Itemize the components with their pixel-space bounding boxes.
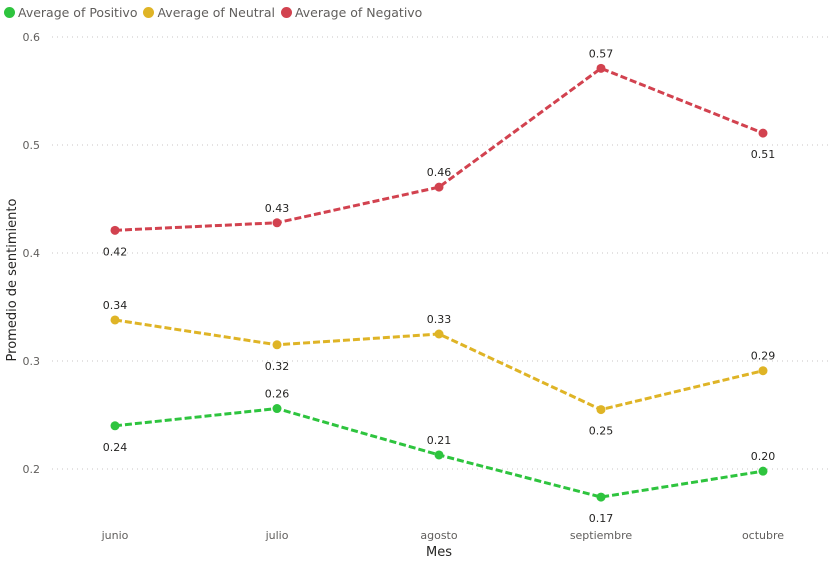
data-point [110, 315, 120, 325]
legend-item[interactable]: Average of Neutral [143, 5, 275, 20]
legend-item[interactable]: Average of Positivo [4, 5, 137, 20]
series-line [114, 66, 764, 232]
legend-item[interactable]: Average of Negativo [280, 5, 423, 20]
legend-swatch-icon [143, 7, 155, 18]
data-point [758, 466, 768, 476]
y-tick-label: 0.4 [23, 247, 41, 260]
data-point [110, 225, 120, 235]
legend-swatch-icon [280, 7, 292, 18]
x-axis-title: Mes [426, 545, 452, 560]
data-point [272, 404, 282, 414]
series-group: 0.34 0.32 0.33 0.25 0.29 [103, 299, 776, 438]
data-label: 0.25 [589, 425, 614, 438]
chart-legend: Average of Positivo Average of Neutral Ave… [4, 5, 428, 20]
y-tick-label: 0.3 [23, 355, 41, 368]
data-point [434, 182, 444, 192]
data-point [272, 340, 282, 350]
x-tick-label: agosto [420, 529, 457, 542]
data-point [272, 218, 282, 228]
data-point [596, 492, 606, 502]
data-label: 0.57 [589, 47, 614, 60]
data-label: 0.51 [751, 148, 776, 161]
x-tick-label: septiembre [570, 529, 633, 542]
x-tick-label: julio [265, 529, 289, 542]
data-point [596, 63, 606, 73]
data-label: 0.32 [265, 360, 290, 373]
y-tick-label: 0.2 [23, 463, 41, 476]
y-tick-label: 0.6 [23, 31, 41, 44]
data-label: 0.43 [265, 202, 290, 215]
legend-label: Average of Negativo [294, 5, 423, 20]
data-label: 0.33 [427, 313, 452, 326]
legend-swatch-icon [4, 7, 15, 18]
data-label: 0.46 [427, 166, 452, 179]
series-group: 0.24 0.26 0.21 0.17 0.20 [103, 388, 776, 526]
legend-label: Average of Positivo [18, 5, 138, 20]
x-tick-label: octubre [742, 529, 784, 542]
data-point [434, 450, 444, 460]
y-tick-label: 0.5 [23, 139, 41, 152]
legend-label: Average of Neutral [157, 5, 275, 20]
data-point [596, 405, 606, 415]
data-point [434, 329, 444, 339]
y-gridlines: 0.2 0.3 0.4 0.5 0.6 [23, 31, 828, 476]
y-axis-title: Promedio de sentimiento [5, 199, 20, 362]
data-label: 0.24 [103, 441, 128, 454]
data-point [758, 128, 768, 138]
data-point [758, 366, 768, 376]
data-label: 0.42 [103, 245, 128, 258]
data-point [110, 421, 120, 431]
data-label: 0.17 [589, 512, 614, 525]
data-label: 0.21 [427, 434, 452, 447]
x-axis: junio julio agosto septiembre octubre [101, 529, 785, 542]
data-label: 0.29 [751, 350, 776, 363]
x-tick-label: junio [101, 529, 129, 542]
series-group: 0.42 0.43 0.46 0.57 0.51 [103, 47, 776, 258]
data-label: 0.20 [751, 450, 776, 463]
data-label: 0.26 [265, 388, 290, 401]
data-label: 0.34 [103, 299, 128, 312]
